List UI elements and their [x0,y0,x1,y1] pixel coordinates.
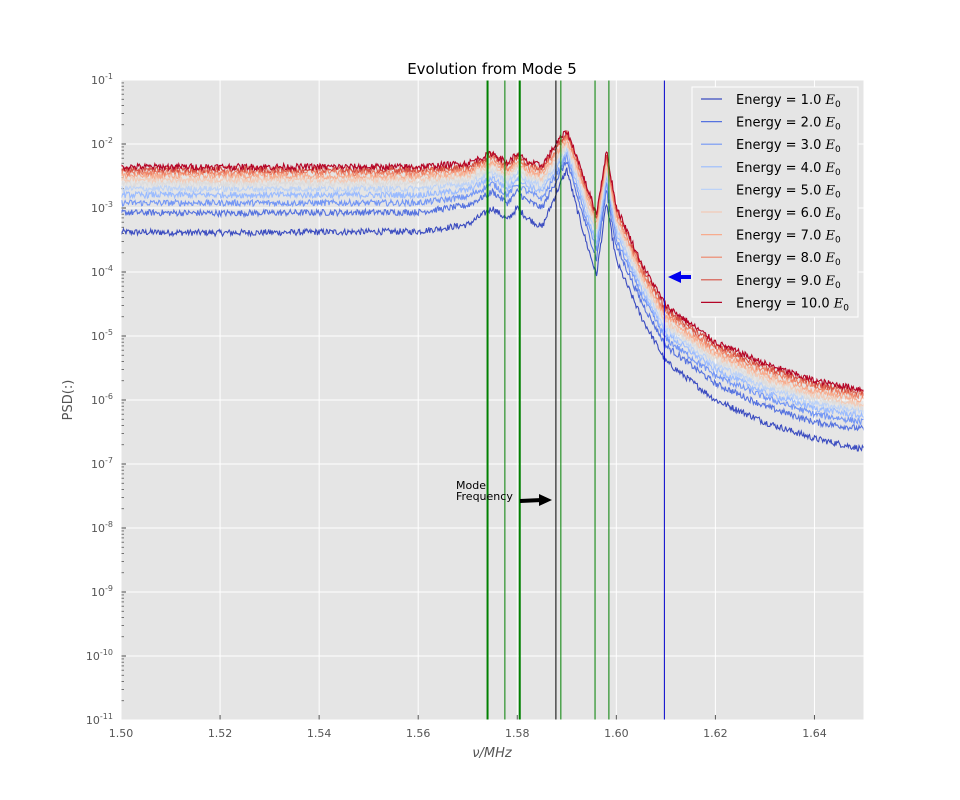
y-tick-label: 10-10 [86,648,113,663]
legend-entry: Energy = 1.0 E0 [736,93,841,110]
series-line [121,141,864,408]
series-line [121,161,864,432]
y-tick-label: 10-1 [91,72,113,87]
x-tick-label: 1.64 [802,727,827,740]
highlight-arrow-head [668,271,681,283]
series-line [121,146,864,415]
legend: Energy = 1.0 E0 Energy = 2.0 E0 Energy = 3… [691,86,859,318]
legend-entry: Energy = 3.0 E0 [736,138,841,155]
legend-entry: Energy = 5.0 E0 [736,183,841,200]
vertical-lines [486,80,665,720]
y-tick-label: 10-9 [91,584,113,599]
annotation-arrow-shaft [519,498,543,503]
x-tick-label: 1.60 [604,727,629,740]
legend-entry: Energy = 6.0 E0 [736,206,841,223]
mode-frequency-annotation: Mode Frequency [456,479,552,506]
y-tick-label: 10-3 [91,200,113,215]
y-tick-label: 10-4 [91,264,113,279]
y-tick-label: 10-2 [91,136,113,151]
x-tick-label: 1.58 [505,727,530,740]
series-line [121,149,864,421]
plot-border [120,79,865,721]
annotation-arrow [519,494,552,506]
annotation-line-2: Frequency [456,490,513,503]
x-axis-ticks: 1.50 1.52 1.54 1.56 1.58 1.60 1.62 1.64 [109,715,827,740]
y-tick-label: 10-11 [86,712,113,727]
legend-frame [691,86,859,318]
series-layer [121,129,864,452]
series-line [121,134,864,400]
legend-entry: Energy = 4.0 E0 [736,161,841,178]
series-line [121,151,864,426]
y-tick-label: 10-6 [91,392,113,407]
series-line [121,129,864,393]
legend-entry: Energy = 10.0 E0 [736,296,849,313]
y-axis-label: PSD(:) [61,380,76,421]
legend-entry: Energy = 2.0 E0 [736,116,841,133]
y-tick-label: 10-7 [91,456,113,471]
legend-entry: Energy = 7.0 E0 [736,229,841,246]
legend-entry: Energy = 8.0 E0 [736,251,841,268]
x-tick-label: 1.62 [703,727,728,740]
x-tick-label: 1.54 [307,727,332,740]
chart-title: Evolution from Mode 5 [407,60,577,78]
legend-entry: Energy = 9.0 E0 [736,274,841,291]
highlight-arrow [668,271,691,283]
y-tick-label: 10-8 [91,520,113,535]
y-axis-ticks: 10-1 10-2 10-3 10-4 10-5 10-6 10-7 10-8 10-9 10-1… [86,72,126,727]
x-axis-label: ν/MHz [472,746,513,761]
x-tick-label: 1.52 [208,727,233,740]
x-tick-label: 1.50 [109,727,134,740]
series-line [121,143,864,412]
annotation-line-1: Mode [456,479,486,492]
series-line [121,167,864,452]
series-line [121,130,864,396]
x-tick-label: 1.56 [406,727,431,740]
annotation-arrow-head [539,494,552,506]
y-tick-label: 10-5 [91,328,113,343]
